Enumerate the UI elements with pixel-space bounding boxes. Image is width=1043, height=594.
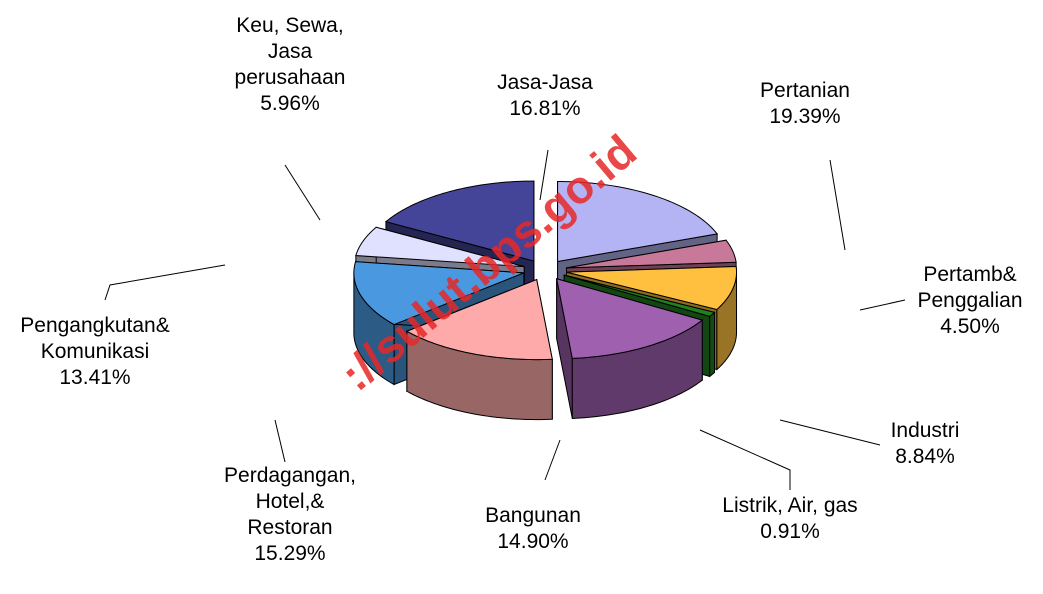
leader-line [544,439,561,481]
slice-top [564,274,716,317]
slice-label: Keu, Sewa, Jasa perusahaan 5.96% [210,13,370,117]
slice-top [557,181,719,263]
slice-top [405,278,553,361]
slice-top [355,226,525,268]
leader-line [104,264,226,301]
category-name: Jasa-Jasa [497,71,593,94]
value-label: 4.50% [940,315,1000,338]
slice [353,261,525,386]
slice [405,278,553,421]
slice-label: Perdagangan, Hotel,& Restoran 15.29% [190,463,390,567]
leader-line [284,164,321,221]
leader-line [779,419,881,446]
slice-wall [709,311,716,378]
value-label: 8.84% [895,445,955,468]
slice-top [566,239,737,269]
value-label: 13.41% [59,366,131,389]
slice-label: Pertanian 19.39% [755,78,855,130]
value-label: 0.91% [760,520,820,543]
leader-line [699,429,791,490]
value-label: 5.96% [260,92,320,115]
leader-line [274,419,286,463]
category-name: Bangunan [485,504,581,527]
category-name: Listrik, Air, gas [722,494,858,517]
slice-top [353,261,525,326]
slice-label: Bangunan 14.90% [463,503,603,555]
leader-line [859,299,906,311]
slice [556,278,704,419]
slice-label: Listrik, Air, gas 0.91% [680,493,900,545]
category-name: Pertanian [760,79,850,102]
category-name: Perdagangan, Hotel,& Restoran [224,464,356,539]
value-label: 14.90% [497,530,569,553]
slice-top [556,278,704,359]
category-name: Industri [890,419,960,442]
leader-line [829,159,846,251]
slice-label: Jasa-Jasa 16.81% [485,70,605,122]
category-name: Pengangkutan& Komunikasi [20,314,170,363]
slice-label: Pengangkutan& Komunikasi 13.41% [0,313,195,391]
slice-label: Pertamb& Penggalian 4.50% [900,262,1040,340]
leader-line [539,149,549,201]
slice-top [566,266,738,311]
category-name: Keu, Sewa, Jasa perusahaan [234,14,346,89]
value-label: 19.39% [769,105,841,128]
value-label: 16.81% [509,97,581,120]
value-label: 15.29% [254,542,326,565]
slice-top [384,180,535,262]
slice-label: Industri 8.84% [875,418,975,470]
category-name: Pertamb& Penggalian [917,263,1023,312]
